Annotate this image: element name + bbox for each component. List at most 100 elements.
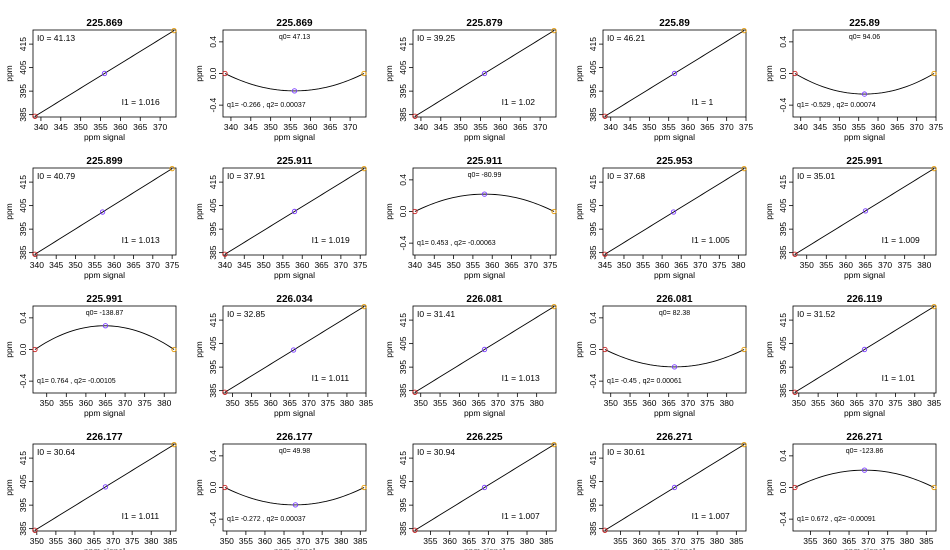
x-tick-label: 340 <box>30 260 44 270</box>
plot-panel: 225.911 340 345 350 355 360 365 370 375 -0.4 0.0 0.… <box>384 156 558 280</box>
fit-curve <box>794 168 935 255</box>
y-tick-label: -0.4 <box>208 98 218 113</box>
slope-annotation: I1 = 1.009 <box>882 235 920 245</box>
plot-panel: 226.119 350 355 360 365 370 375 380 385 385 395 405… <box>764 294 941 418</box>
fit-curve <box>224 487 365 506</box>
x-tick-label: 355 <box>245 398 259 408</box>
x-tick-label: 350 <box>414 398 428 408</box>
x-tick-label: 385 <box>927 398 941 408</box>
fit-curve <box>794 306 935 393</box>
x-tick-label: 380 <box>334 536 348 546</box>
y-tick-label: -0.4 <box>398 236 408 251</box>
x-tick-label: 375 <box>712 260 726 270</box>
q1-q2-annotation: q1= 0.672 , q2= -0.00091 <box>797 516 876 523</box>
plot-frame <box>412 29 557 118</box>
fit-curve <box>794 73 935 95</box>
q0-annotation: q0= 94.06 <box>849 34 880 41</box>
y-tick-label: 395 <box>398 84 408 98</box>
x-tick-label: 380 <box>731 260 745 270</box>
x-tick-label: 375 <box>888 398 902 408</box>
data-point <box>171 441 177 448</box>
y-axis-label: ppm <box>764 203 774 220</box>
data-point <box>102 484 109 490</box>
x-tick-label: 340 <box>218 260 232 270</box>
plot-panel: 225.953 345 350 355 360 365 370 375 380 385 395 405… <box>574 156 747 280</box>
fit-curve <box>794 469 935 488</box>
x-axis-label: ppm signal <box>464 132 505 142</box>
y-axis-label: ppm <box>4 479 14 496</box>
y-tick-label: 395 <box>588 222 598 236</box>
x-tick-label: 380 <box>917 260 931 270</box>
x-tick-label: 375 <box>700 398 714 408</box>
x-tick-label: 355 <box>662 122 676 132</box>
slope-annotation: I1 = 1.016 <box>122 97 160 107</box>
y-tick-label: 0.0 <box>588 343 598 355</box>
plot-frame <box>222 167 367 256</box>
x-tick-label: 375 <box>543 260 557 270</box>
y-tick-label: 385 <box>398 107 408 121</box>
slope-annotation: I1 = 1.013 <box>122 235 160 245</box>
y-tick-label: 395 <box>18 498 28 512</box>
x-tick-label: 345 <box>813 122 827 132</box>
x-tick-label: 355 <box>852 122 866 132</box>
y-axis-label: ppm <box>574 203 584 220</box>
x-tick-label: 350 <box>256 260 270 270</box>
intercept-annotation: I0 = 30.64 <box>37 447 75 457</box>
x-tick-label: 365 <box>472 398 486 408</box>
x-tick-label: 350 <box>40 398 54 408</box>
x-tick-label: 370 <box>861 536 875 546</box>
x-tick-label: 350 <box>220 536 234 546</box>
y-axis-label: ppm <box>384 479 394 496</box>
x-tick-label: 350 <box>792 398 806 408</box>
intercept-annotation: I0 = 35.01 <box>797 171 835 181</box>
x-axis-label: ppm signal <box>844 132 885 142</box>
x-tick-label: 355 <box>276 260 290 270</box>
x-tick-label: 360 <box>79 398 93 408</box>
x-axis-label: ppm signal <box>844 270 885 280</box>
plot-title: 225.869 <box>276 18 313 29</box>
fit-curve <box>224 73 365 92</box>
y-tick-label: 415 <box>398 37 408 51</box>
x-axis-label: ppm signal <box>274 546 315 550</box>
plot-frame <box>32 443 177 532</box>
fit-curve <box>604 444 745 531</box>
x-tick-label: 365 <box>890 122 904 132</box>
plot-frame <box>602 29 747 118</box>
x-axis-label: ppm signal <box>464 546 505 550</box>
plot-title: 225.953 <box>656 156 693 167</box>
x-axis-label: ppm signal <box>844 408 885 418</box>
data-point <box>292 502 299 508</box>
fit-curve <box>604 168 745 255</box>
x-tick-label: 370 <box>334 260 348 270</box>
y-tick-label: 0.4 <box>208 36 218 48</box>
data-point <box>481 70 488 77</box>
plot-title: 226.081 <box>656 294 693 305</box>
plot-frame <box>602 443 747 532</box>
y-axis-label: ppm <box>194 65 204 82</box>
data-point <box>481 484 488 491</box>
x-tick-label: 340 <box>414 122 428 132</box>
y-tick-label: 395 <box>588 498 598 512</box>
y-axis-label: ppm <box>764 341 774 358</box>
data-point <box>931 70 937 77</box>
y-tick-label: 395 <box>588 84 598 98</box>
y-tick-label: 385 <box>588 107 598 121</box>
data-point <box>169 165 175 172</box>
data-point <box>32 527 38 533</box>
q1-q2-annotation: q1= -0.266 , q2= 0.00037 <box>227 102 306 109</box>
x-tick-label: 340 <box>408 260 422 270</box>
fit-curve <box>34 444 175 531</box>
plot-title: 225.89 <box>849 18 880 29</box>
intercept-annotation: I0 = 41.13 <box>37 33 75 43</box>
x-tick-label: 360 <box>830 398 844 408</box>
fit-curve <box>224 168 365 255</box>
x-axis-label: ppm signal <box>274 132 315 142</box>
q0-annotation: q0= 82.38 <box>659 310 690 317</box>
data-point <box>171 27 177 34</box>
x-tick-label: 355 <box>466 260 480 270</box>
plot-title: 225.911 <box>467 156 503 167</box>
plot-title: 225.879 <box>466 18 503 29</box>
x-tick-label: 360 <box>839 260 853 270</box>
data-point <box>361 165 367 172</box>
plot-title: 225.89 <box>659 18 690 29</box>
